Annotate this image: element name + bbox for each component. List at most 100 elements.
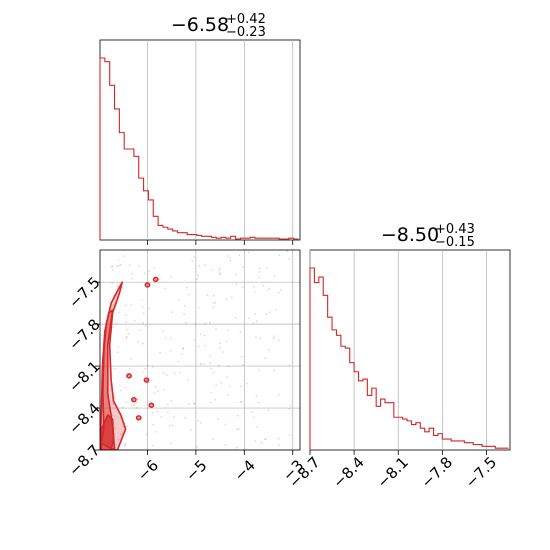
sample-point: [164, 287, 167, 290]
sample-point: [160, 415, 163, 418]
sample-point: [267, 409, 270, 411]
sample-point: [253, 286, 256, 289]
sample-point: [128, 264, 131, 267]
sample-point: [268, 287, 271, 290]
sample-point: [117, 351, 119, 354]
contour-x-tick-label: −4: [231, 456, 259, 484]
sample-point: [227, 328, 229, 331]
sample-point: [209, 401, 212, 404]
sample-point: [248, 251, 250, 254]
top-histogram-panel: −6.58 +0.42 −0.23: [99, 12, 301, 245]
sample-point: [226, 255, 229, 257]
sample-point: [273, 369, 276, 372]
sample-point: [248, 317, 250, 320]
sample-point: [131, 272, 133, 275]
top-histogram-title-sub: −0.23: [226, 25, 266, 40]
sample-point: [251, 411, 254, 413]
sample-point: [252, 322, 255, 324]
sample-point: [265, 267, 268, 270]
sample-point: [206, 294, 209, 297]
sample-point: [114, 427, 117, 430]
contour-x-tick-label: −6: [134, 456, 162, 484]
sample-point: [183, 304, 186, 307]
sample-point: [235, 273, 238, 276]
sample-point: [123, 255, 126, 258]
sample-point: [213, 294, 216, 297]
sample-point: [169, 442, 172, 445]
sample-point: [142, 322, 144, 325]
sample-point: [115, 323, 118, 326]
sample-point: [239, 330, 242, 333]
sample-point: [228, 385, 231, 388]
sample-point: [226, 394, 229, 396]
sample-point: [218, 267, 221, 270]
sample-point: [170, 275, 172, 278]
sample-point: [258, 276, 260, 279]
sample-point: [166, 411, 169, 414]
sample-point: [229, 259, 232, 262]
sample-point: [208, 355, 211, 358]
sample-point: [257, 369, 260, 372]
sample-point: [122, 406, 124, 409]
sample-point: [130, 277, 133, 280]
sample-point: [229, 256, 232, 259]
sample-point: [203, 344, 206, 347]
sample-point: [125, 336, 128, 339]
contour-island: [135, 415, 142, 421]
sample-point: [133, 319, 136, 322]
sample-point: [189, 429, 192, 431]
sample-point: [136, 401, 138, 404]
sample-point: [128, 368, 131, 370]
sample-point: [188, 402, 190, 405]
sample-point: [173, 415, 175, 418]
sample-point: [240, 355, 243, 358]
sample-point: [119, 384, 121, 387]
sample-point: [116, 285, 119, 288]
sample-point: [213, 302, 215, 305]
sample-point: [150, 379, 153, 382]
sample-point: [117, 259, 120, 262]
sample-point: [177, 360, 180, 363]
right-histogram-tick-label: −8.1: [373, 453, 411, 491]
sample-point: [212, 371, 215, 374]
sample-point: [253, 290, 256, 293]
sample-point: [169, 350, 172, 352]
sample-point: [209, 362, 212, 365]
sample-point: [152, 267, 155, 270]
sample-point: [242, 266, 245, 268]
contour-island: [130, 396, 137, 403]
sample-point: [129, 357, 132, 360]
sample-point: [210, 269, 213, 272]
sample-point: [152, 444, 154, 447]
sample-point: [120, 433, 122, 436]
right-histogram-panel: −8.7 −8.4 −8.1 −7.8 −7.5 −8.50 +0.43 −0.15: [285, 222, 511, 492]
sample-point: [144, 367, 147, 370]
sample-point: [182, 347, 185, 350]
sample-point: [125, 425, 128, 428]
sample-point: [257, 402, 260, 404]
sample-point: [220, 382, 223, 384]
contour-panel: −6 −5 −4 −3−7.5−7.8−8.1−8.4−8.7: [65, 249, 307, 485]
sample-point: [125, 304, 127, 307]
right-histogram-title-sub: −0.15: [435, 235, 475, 250]
sample-point: [138, 264, 141, 267]
sample-point: [118, 264, 121, 267]
sample-point: [111, 266, 114, 269]
sample-point: [273, 335, 275, 338]
sample-point: [199, 363, 202, 366]
sample-point: [169, 424, 172, 427]
sample-point: [203, 334, 206, 337]
sample-point: [196, 278, 198, 281]
sample-point: [193, 402, 196, 405]
sample-point: [166, 403, 169, 406]
sample-point: [268, 311, 271, 314]
sample-point: [111, 264, 114, 267]
sample-point: [237, 414, 240, 417]
right-histogram-title-sup: +0.43: [435, 222, 475, 237]
sample-point: [127, 332, 130, 335]
sample-point: [224, 443, 227, 446]
sample-point: [141, 370, 144, 373]
sample-point: [225, 298, 228, 301]
sample-point: [187, 378, 190, 381]
sample-point: [148, 382, 150, 384]
